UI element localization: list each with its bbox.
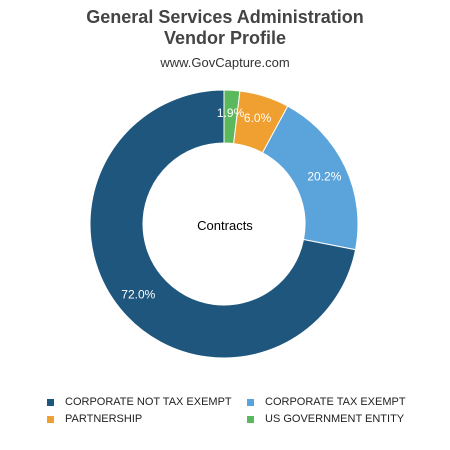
chart-title: General Services Administration Vendor P…	[0, 7, 450, 49]
legend-item-partnership[interactable]: PARTNERSHIP	[47, 412, 247, 426]
legend-swatch	[247, 415, 254, 423]
chart-title-line-1: General Services Administration	[86, 7, 364, 27]
donut-center-label: Contracts	[197, 218, 253, 233]
donut-slices	[89, 89, 359, 359]
chart-title-line-2: Vendor Profile	[163, 28, 287, 48]
legend-item-corporate-tax-exempt[interactable]: CORPORATE TAX EXEMPT	[247, 395, 447, 409]
legend-item-us-government-entity[interactable]: US GOVERNMENT ENTITY	[247, 412, 447, 426]
donut-slice-corporate-not-tax-exempt[interactable]	[89, 89, 357, 359]
legend-label: CORPORATE NOT TAX EXEMPT	[65, 396, 232, 408]
chart-subtitle: www.GovCapture.com	[160, 55, 290, 70]
donut-slice-label: 1.9%	[217, 106, 245, 120]
donut-slice-label: 6.0%	[244, 111, 272, 125]
chart-legend: CORPORATE NOT TAX EXEMPT CORPORATE TAX E…	[47, 395, 447, 426]
legend-swatch	[247, 398, 254, 406]
donut-slice-label: 72.0%	[121, 288, 155, 302]
legend-label: US GOVERNMENT ENTITY	[265, 413, 405, 425]
legend-item-corporate-not-tax-exempt[interactable]: CORPORATE NOT TAX EXEMPT	[47, 395, 247, 409]
donut-slice-label: 20.2%	[307, 170, 341, 184]
legend-swatch	[47, 415, 54, 423]
legend-label: CORPORATE TAX EXEMPT	[265, 396, 406, 408]
legend-label: PARTNERSHIP	[65, 413, 143, 425]
legend-swatch	[47, 398, 54, 406]
donut-slice-labels: 1.9% 6.0% 20.2% 72.0%	[121, 106, 341, 301]
